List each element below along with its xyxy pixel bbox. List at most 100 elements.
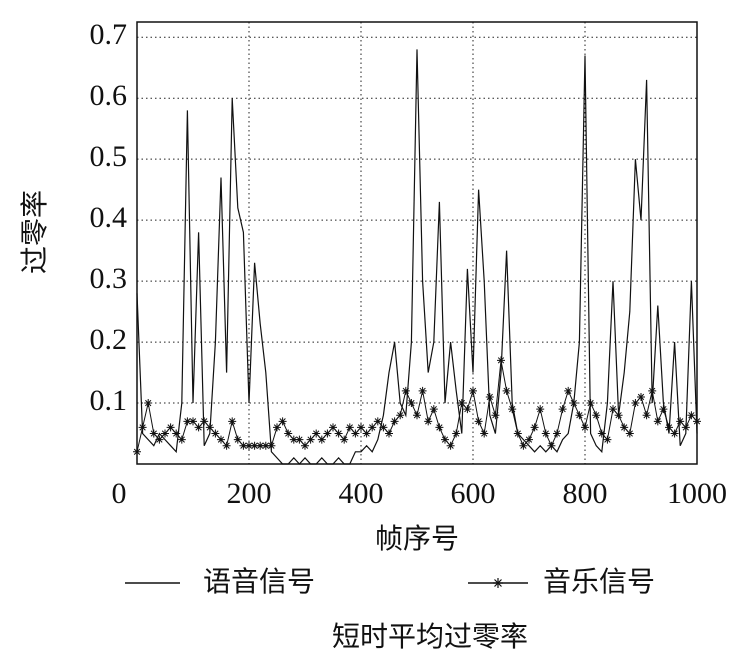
star-marker	[418, 386, 427, 395]
star-marker	[508, 405, 517, 414]
star-marker	[189, 417, 197, 426]
star-marker	[665, 423, 673, 432]
star-marker	[547, 441, 556, 450]
star-marker	[396, 411, 405, 420]
star-marker	[351, 429, 360, 438]
x-tick-label: 1000	[667, 477, 727, 510]
star-marker	[586, 399, 595, 408]
star-marker	[133, 447, 141, 456]
star-marker	[609, 405, 617, 414]
legend-marker	[493, 578, 503, 588]
star-marker	[362, 429, 371, 438]
star-marker	[323, 429, 332, 438]
star-marker	[693, 417, 701, 426]
star-marker	[625, 429, 634, 438]
x-tick-label: 800	[563, 477, 608, 510]
star-marker	[317, 435, 326, 444]
x-tick-label: 400	[339, 477, 384, 510]
legend-label: 音乐信号	[543, 565, 655, 598]
star-marker	[228, 417, 237, 426]
star-marker	[284, 429, 293, 438]
star-marker	[245, 441, 253, 450]
star-marker	[183, 417, 192, 426]
y-tick-label: 0.5	[90, 140, 128, 173]
star-marker	[155, 435, 164, 444]
star-marker	[413, 411, 421, 420]
star-marker	[149, 429, 158, 438]
star-marker	[261, 441, 270, 450]
star-marker	[144, 399, 153, 408]
star-marker	[177, 435, 186, 444]
star-marker	[469, 386, 477, 395]
star-marker	[233, 435, 242, 444]
star-marker	[670, 429, 679, 438]
star-marker	[637, 392, 645, 401]
star-marker	[659, 405, 668, 414]
star-marker	[200, 417, 209, 426]
y-tick-label: 0.2	[90, 323, 128, 356]
star-marker	[569, 399, 578, 408]
star-marker	[172, 429, 181, 438]
star-marker	[497, 356, 505, 365]
star-marker	[603, 435, 612, 444]
star-marker	[457, 399, 466, 408]
star-marker	[273, 423, 281, 432]
y-tick-label: 0.4	[90, 201, 128, 234]
x-tick-label: 200	[227, 477, 272, 510]
star-marker	[222, 441, 231, 450]
star-marker	[385, 429, 393, 438]
star-marker	[295, 435, 304, 444]
star-marker	[446, 441, 455, 450]
star-marker	[653, 417, 662, 426]
star-marker	[485, 392, 494, 401]
star-marker	[491, 411, 500, 420]
x-tick-label: 600	[451, 477, 496, 510]
star-marker	[312, 429, 321, 438]
star-marker	[513, 429, 522, 438]
star-marker	[541, 429, 550, 438]
star-marker	[642, 411, 651, 420]
star-marker	[525, 435, 533, 444]
star-marker	[480, 429, 489, 438]
star-marker	[256, 441, 265, 450]
star-marker	[502, 386, 511, 395]
star-marker	[558, 405, 567, 414]
star-marker	[631, 399, 640, 408]
x-tick-label: 0	[112, 477, 127, 510]
star-marker	[289, 435, 298, 444]
series-line	[136, 49, 698, 465]
y-tick-label: 0.6	[90, 79, 128, 112]
star-marker	[379, 423, 388, 432]
y-axis-label: 过零率	[18, 190, 51, 274]
star-marker	[435, 423, 444, 432]
star-marker	[138, 423, 147, 432]
star-marker	[553, 429, 561, 438]
caption: 短时平均过零率	[332, 620, 528, 653]
star-marker	[239, 441, 248, 450]
star-marker	[329, 423, 337, 432]
star-marker	[441, 435, 449, 444]
star-marker	[301, 441, 309, 450]
star-marker	[620, 423, 629, 432]
plot-frame	[136, 21, 698, 465]
star-marker	[217, 435, 225, 444]
star-marker	[166, 423, 175, 432]
star-marker	[676, 417, 685, 426]
star-marker	[530, 423, 539, 432]
star-marker	[211, 429, 220, 438]
star-marker	[597, 429, 606, 438]
star-marker	[648, 386, 657, 395]
y-tick-label: 0.7	[90, 18, 128, 51]
star-marker	[474, 417, 483, 426]
star-marker	[401, 386, 410, 395]
star-marker	[564, 386, 573, 395]
y-tick-label: 0.3	[90, 262, 128, 295]
star-marker	[581, 423, 589, 432]
star-marker	[681, 423, 690, 432]
star-marker	[194, 423, 203, 432]
star-marker	[373, 417, 382, 426]
star-marker	[334, 429, 343, 438]
star-marker	[575, 411, 584, 420]
star-marker	[250, 441, 259, 450]
